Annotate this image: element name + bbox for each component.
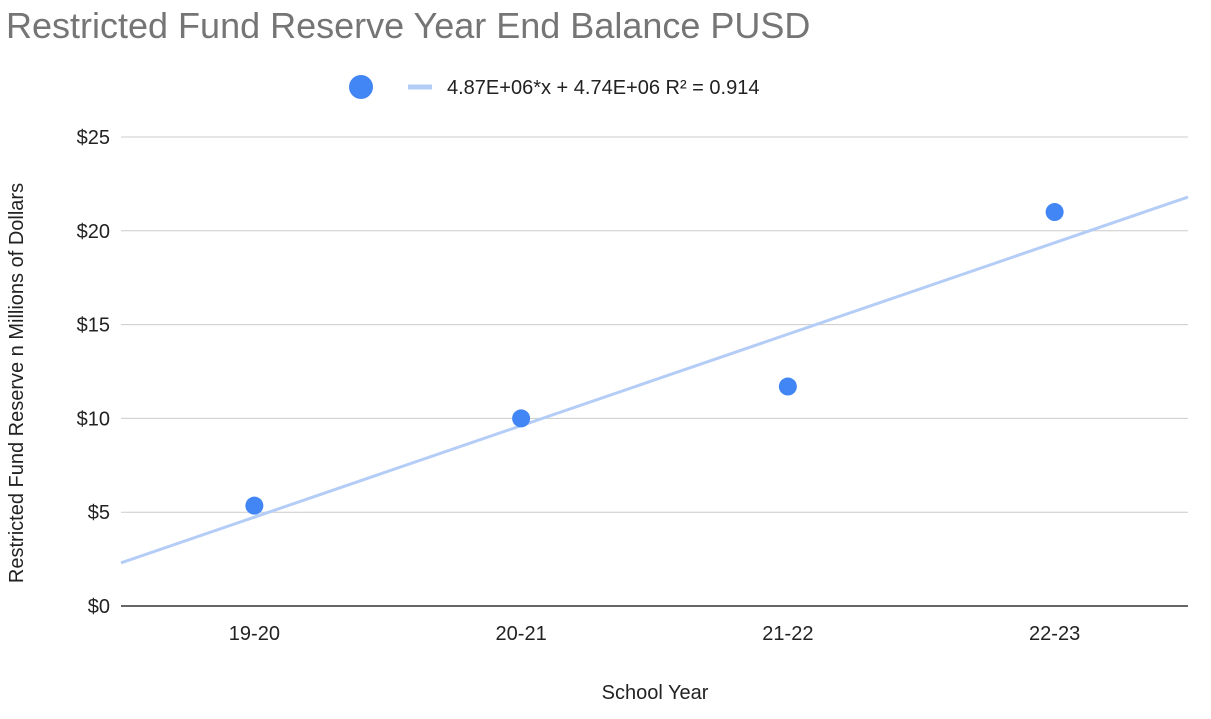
y-tick-label: $15 [77, 315, 110, 337]
data-point [245, 496, 264, 515]
data-point [1045, 203, 1064, 222]
y-tick-label: $10 [77, 408, 110, 430]
x-tick-label: 21-22 [762, 623, 813, 645]
data-points [245, 203, 1064, 515]
x-axis-title: School Year [602, 682, 709, 704]
x-axis-ticks: 19-20 20-21 21-22 22-23 [229, 623, 1080, 645]
trendline-layer [120, 195, 1189, 565]
y-tick-label: $25 [77, 127, 110, 149]
y-axis-title: Restricted Fund Reserve n Millions of Do… [6, 183, 28, 583]
x-tick-label: 22-23 [1029, 623, 1080, 645]
legend-series-marker [349, 75, 373, 99]
y-axis-ticks: $0 $5 $10 $15 $20 $25 [77, 127, 110, 618]
chart-title: Restricted Fund Reserve Year End Balance… [6, 5, 810, 46]
data-point [512, 409, 531, 428]
data-point [778, 377, 797, 396]
x-tick-label: 20-21 [496, 623, 547, 645]
legend-trendline-label: 4.87E+06*x + 4.74E+06 R² = 0.914 [447, 77, 759, 99]
trendline [120, 195, 1189, 565]
gridlines [121, 136, 1188, 607]
legend: 4.87E+06*x + 4.74E+06 R² = 0.914 [349, 75, 759, 99]
x-tick-label: 19-20 [229, 623, 280, 645]
y-tick-label: $20 [77, 221, 110, 243]
y-tick-label: $0 [88, 596, 110, 618]
y-tick-label: $5 [88, 502, 110, 524]
